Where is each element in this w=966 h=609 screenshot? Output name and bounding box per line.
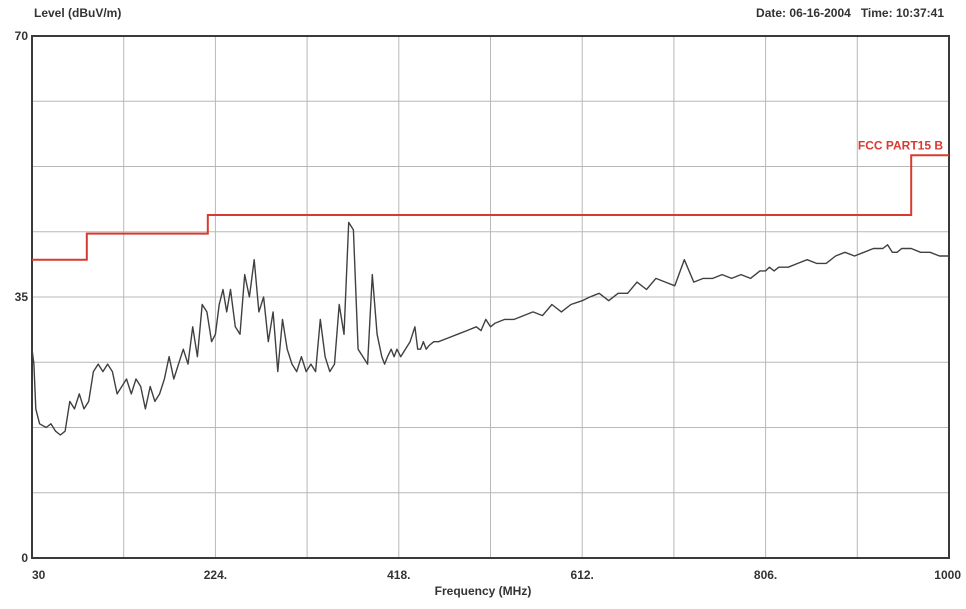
x-tick-label: 224. (204, 568, 227, 582)
y-tick-label: 70 (15, 29, 29, 43)
x-tick-label: 30 (32, 568, 46, 582)
grid-lines (32, 36, 949, 558)
x-axis-label: Frequency (MHz) (434, 584, 532, 598)
y-axis-label: Level (dBuV/m) (34, 6, 122, 20)
y-tick-label: 0 (21, 551, 28, 565)
time-label: Time: (860, 6, 893, 20)
date-value: 06-16-2004 (789, 6, 851, 20)
x-tick-label: 1000 (934, 568, 961, 582)
plot-frame (31, 35, 950, 559)
date-time-readout: Date: 06-16-2004 Time: 10:37:41 (756, 6, 944, 20)
fcc-limit-line (32, 154, 949, 261)
measurement-trace (31, 221, 949, 436)
y-tick-label: 35 (15, 290, 29, 304)
x-tick-label: 612. (571, 568, 594, 582)
x-tick-label: 806. (754, 568, 777, 582)
date-label: Date: (756, 6, 787, 20)
x-tick-label: 418. (387, 568, 410, 582)
fcc-limit-label: FCC PART15 B (858, 138, 943, 152)
tick-labels: 30 224. 418. 612. 806. 1000 0 35 70 (15, 29, 962, 582)
time-value: 10:37:41 (895, 6, 944, 20)
